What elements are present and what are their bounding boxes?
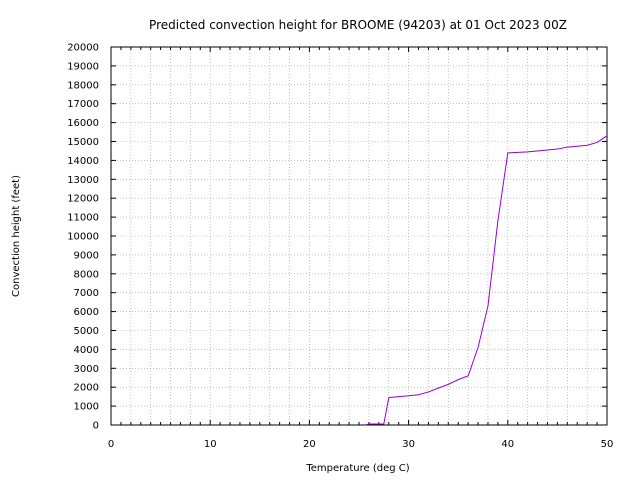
y-tick-label: 3000 (74, 364, 99, 375)
chart-title: Predicted convection height for BROOME (… (149, 18, 567, 32)
x-tick-labels: 0 10 20 30 40 50 (108, 439, 614, 450)
x-tick-label: 50 (601, 439, 614, 450)
y-tick-label: 6000 (74, 307, 99, 318)
x-tick-label: 30 (402, 439, 415, 450)
y-tick-label: 8000 (74, 269, 99, 280)
y-tick-label: 18000 (67, 80, 99, 91)
x-axis-label: Temperature (deg C) (305, 463, 409, 474)
y-tick-label: 16000 (67, 118, 99, 129)
y-tick-label: 0 (93, 421, 99, 432)
y-tick-label: 11000 (67, 213, 99, 224)
axis-ticks (110, 46, 608, 426)
y-tick-label: 1000 (74, 402, 99, 413)
y-tick-labels: 0 1000 2000 3000 4000 5000 6000 7000 8000 9000 100… (67, 43, 99, 432)
y-tick-label: 13000 (67, 175, 99, 186)
y-tick-label: 12000 (67, 194, 99, 205)
y-tick-label: 17000 (67, 99, 99, 110)
y-tick-label: 20000 (67, 43, 99, 54)
y-tick-label: 2000 (74, 383, 99, 394)
y-tick-label: 7000 (74, 288, 99, 299)
x-tick-label: 10 (204, 439, 217, 450)
y-tick-label: 9000 (74, 250, 99, 261)
grid-lines (111, 47, 607, 425)
y-tick-label: 14000 (67, 156, 99, 167)
x-tick-label: 20 (303, 439, 316, 450)
y-tick-label: 19000 (67, 61, 99, 72)
x-tick-label: 0 (108, 439, 114, 450)
plot-frame (110, 46, 608, 426)
y-tick-label: 4000 (74, 345, 99, 356)
x-tick-label: 40 (501, 439, 514, 450)
series-line (364, 135, 608, 426)
series-group (364, 135, 608, 426)
y-tick-label: 15000 (67, 137, 99, 148)
y-axis-label: Convection height (feet) (11, 175, 22, 297)
y-tick-label: 10000 (67, 232, 99, 243)
y-tick-label: 5000 (74, 326, 99, 337)
